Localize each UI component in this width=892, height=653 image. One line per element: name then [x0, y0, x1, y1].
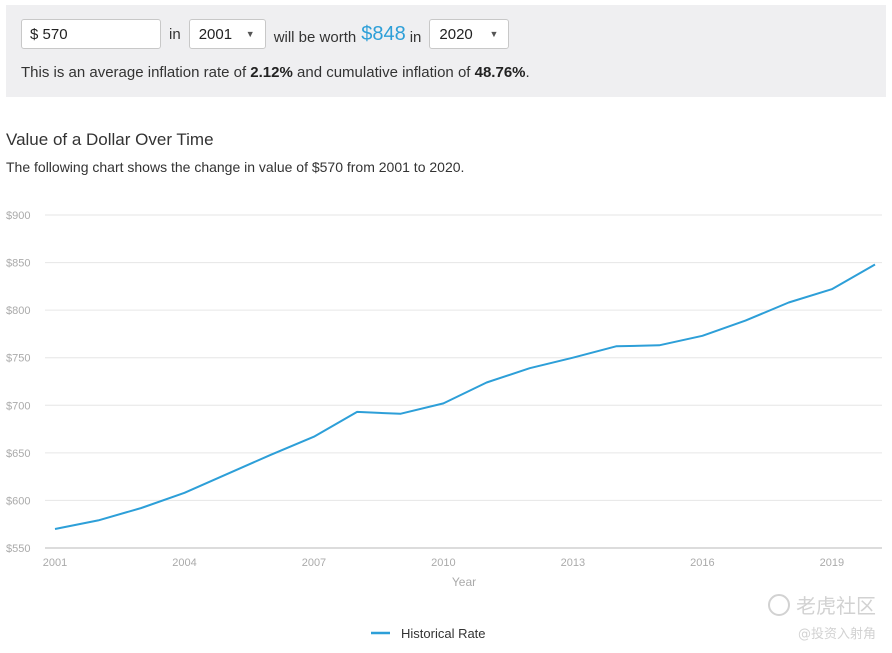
y-tick-label: $650 — [6, 448, 30, 460]
series-line-historical-rate[interactable] — [54, 263, 876, 530]
end-year-value: 2020 — [439, 25, 473, 43]
average-rate-value: 2.12% — [250, 64, 293, 81]
x-tick-label: 2016 — [690, 557, 714, 569]
y-tick-label: $700 — [6, 400, 30, 412]
watermark-brand: 老虎社区 — [796, 594, 876, 618]
grid-lines — [45, 214, 882, 501]
x-tick-label: 2004 — [172, 557, 196, 569]
chevron-down-icon: ▼ — [245, 29, 255, 39]
in-label: in — [409, 28, 422, 46]
watermark: 老虎社区 @投资入射角 — [768, 590, 876, 642]
y-tick-label: $600 — [6, 495, 30, 507]
start-year-select[interactable]: 2001 ▼ — [188, 19, 266, 49]
amount-input[interactable] — [21, 19, 161, 49]
start-year-value: 2001 — [198, 25, 233, 43]
legend-label[interactable]: Historical Rate — [401, 626, 486, 641]
summary-suffix: . — [525, 64, 530, 81]
chevron-down-icon: ▼ — [489, 29, 499, 39]
chart-title: Value of a Dollar Over Time — [6, 130, 214, 149]
x-tick-label: 2001 — [43, 557, 67, 569]
inflation-summary: This is an average inflation rate of 2.1… — [21, 64, 530, 81]
x-axis-tick-labels: 2001 2004 2007 2010 2013 2016 2019 — [43, 557, 844, 569]
y-tick-label: $900 — [6, 210, 30, 222]
x-tick-label: 2013 — [561, 557, 585, 569]
y-tick-label: $550 — [6, 543, 30, 555]
series-group — [54, 263, 876, 530]
chart-subtitle: The following chart shows the change in … — [6, 159, 465, 175]
x-tick-label: 2019 — [820, 557, 844, 569]
watermark-author: @投资入射角 — [797, 627, 876, 642]
x-axis-title: Year — [452, 575, 476, 589]
community-logo-icon — [768, 593, 790, 616]
y-tick-label: $750 — [6, 353, 30, 365]
x-tick-label: 2007 — [302, 557, 326, 569]
worth-value: $848 — [361, 22, 406, 45]
legend[interactable]: Historical Rate — [371, 626, 486, 641]
worth-label: will be worth — [273, 28, 357, 46]
y-tick-label: $800 — [6, 305, 30, 317]
calculator-row: in 2001 ▼ will be worth $848 in 2020 ▼ — [21, 19, 510, 49]
in-label: in — [169, 25, 181, 43]
summary-middle: and cumulative inflation of — [297, 64, 471, 81]
y-tick-label: $850 — [6, 258, 30, 270]
calculator-panel: in 2001 ▼ will be worth $848 in 2020 ▼ T… — [6, 5, 886, 97]
end-year-select[interactable]: 2020 ▼ — [429, 19, 510, 49]
y-axis-tick-labels: $550 $600 $650 $700 $750 $800 $850 $900 — [6, 210, 30, 555]
cumulative-inflation-value: 48.76% — [474, 64, 526, 81]
x-tick-label: 2010 — [431, 557, 455, 569]
summary-prefix: This is an average inflation rate of — [21, 64, 247, 81]
watermark-line-1: 老虎社区 — [768, 590, 876, 619]
